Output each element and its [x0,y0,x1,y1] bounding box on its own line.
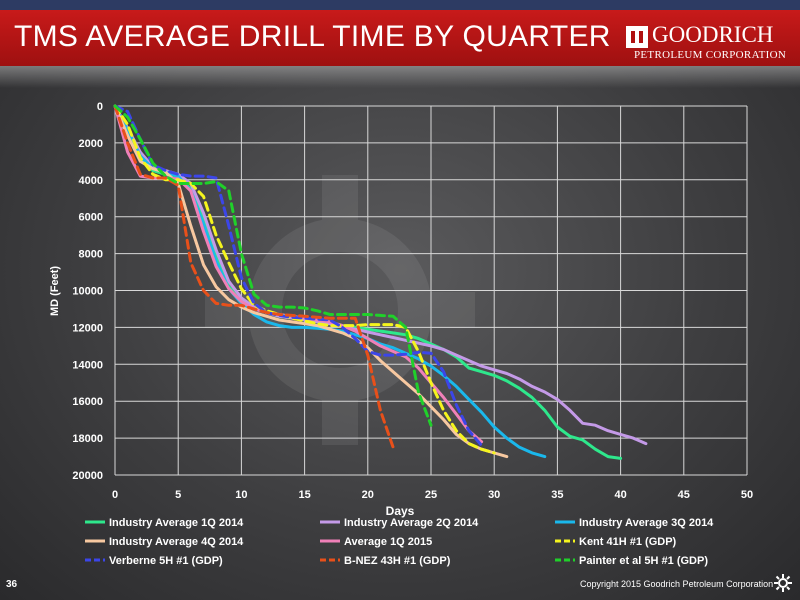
legend-label: B-NEZ 43H #1 (GDP) [344,555,451,567]
y-tick-label: 8000 [79,249,103,261]
y-tick-label: 6000 [79,212,103,224]
page-number: 36 [6,579,18,590]
chart-legend: Industry Average 1Q 2014 Industry Average… [85,517,714,567]
y-tick-label: 0 [97,101,103,113]
copyright-text: Copyright 2015 Goodrich Petroleum Corpor… [580,579,774,589]
logo-mark-icon [626,26,648,48]
legend-label: Painter et al 5H #1 (GDP) [579,555,708,567]
x-axis-label: Days [386,504,415,518]
y-tick-label: 20000 [72,470,103,482]
x-tick-label: 30 [488,489,500,501]
series-line [113,104,433,427]
series-line [113,104,395,449]
y-tick-label: 12000 [72,322,103,334]
legend-label: Industry Average 3Q 2014 [579,517,714,529]
x-tick-label: 5 [175,489,181,501]
chart-series [113,104,648,460]
legend-label: Industry Average 1Q 2014 [109,517,244,529]
slide-title: TMS AVERAGE DRILL TIME BY QUARTER [14,20,611,53]
y-axis-label: MD (Feet) [49,266,61,316]
top-strip [0,0,800,10]
logo-subtitle: PETROLEUM CORPORATION [634,49,787,61]
x-tick-label: 20 [362,489,374,501]
x-tick-label: 40 [614,489,626,501]
legend-label: Industry Average 4Q 2014 [109,536,244,548]
title-shadow [0,66,800,88]
y-tick-label: 16000 [72,396,103,408]
gear-logo-icon [774,574,792,592]
x-tick-label: 25 [425,489,437,501]
company-logo: GOODRICH PETROLEUM CORPORATION [626,22,794,70]
x-tick-label: 0 [112,489,118,501]
y-tick-label: 10000 [72,286,103,298]
y-tick-label: 18000 [72,433,103,445]
legend-label: Kent 41H #1 (GDP) [579,536,677,548]
legend-label: Average 1Q 2015 [344,536,432,548]
y-tick-label: 4000 [79,175,103,187]
legend-label: Industry Average 2Q 2014 [344,517,479,529]
x-tick-label: 50 [741,489,753,501]
series-line [113,104,648,446]
x-tick-label: 15 [298,489,310,501]
legend-label: Verberne 5H #1 (GDP) [109,555,223,567]
series-line [113,104,484,447]
y-tick-label: 14000 [72,359,103,371]
x-tick-label: 45 [678,489,690,501]
logo-name: GOODRICH [652,22,774,47]
y-tick-label: 2000 [79,138,103,150]
chart-grid [114,105,748,476]
title-bar: TMS AVERAGE DRILL TIME BY QUARTER GOODRI… [0,10,800,66]
x-tick-label: 35 [551,489,563,501]
series-line [113,104,496,455]
x-tick-label: 10 [235,489,247,501]
chart-ticks: 0 2000 4000 6000 8000 10000 12000 14000 16000 180… [72,101,753,501]
